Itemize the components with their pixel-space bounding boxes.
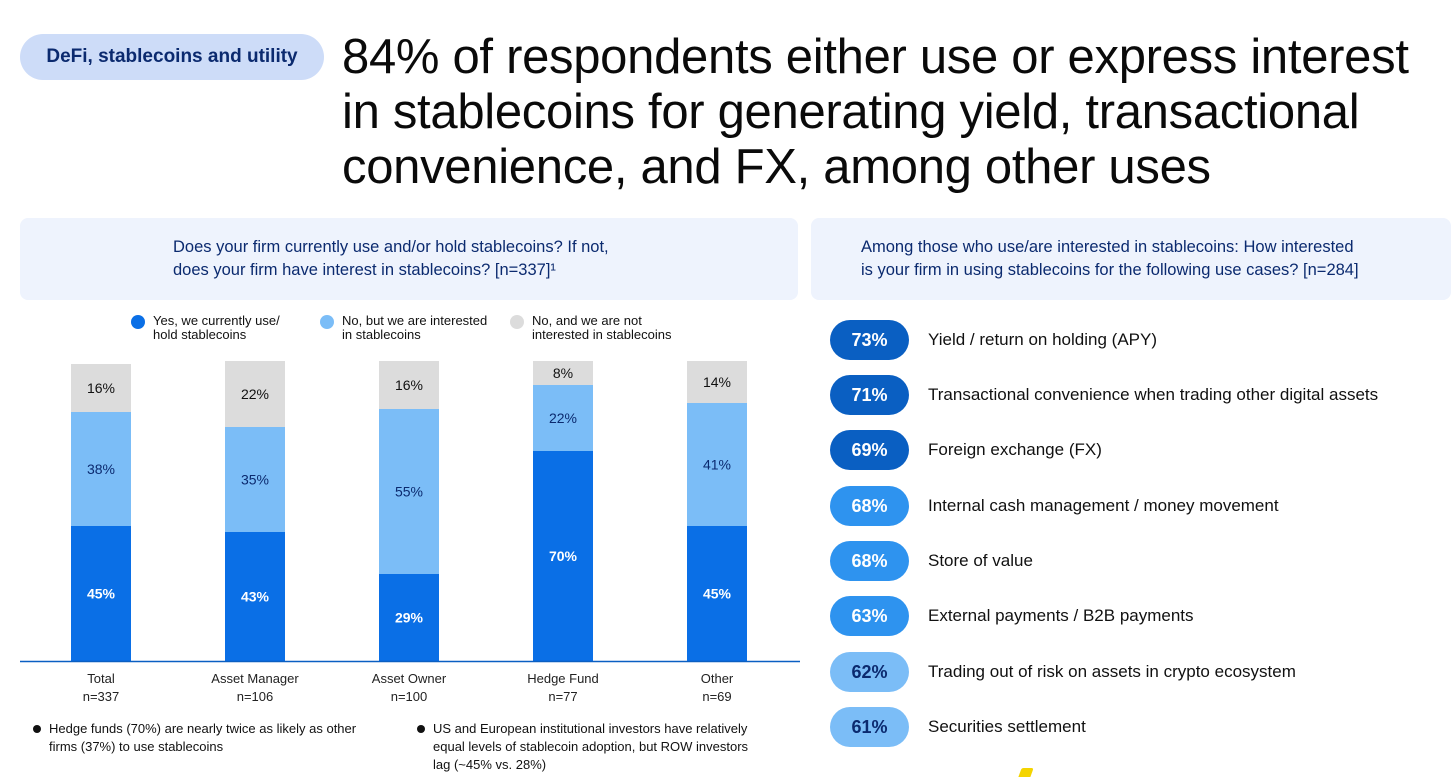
bullet-note: Hedge funds (70%) are nearly twice as li… — [33, 720, 356, 756]
use-case-label: Trading out of risk on assets in crypto … — [928, 662, 1296, 681]
bar-value-label: 43% — [241, 589, 270, 605]
legend-label: in stablecoins — [342, 327, 421, 342]
right-question-header: Among those who use/are interested in st… — [811, 218, 1451, 300]
bullet-text: Hedge funds (70%) are nearly twice as li… — [49, 721, 357, 736]
bar-segment — [225, 532, 285, 661]
bar-segment — [687, 403, 747, 526]
use-case-percent-pill: 71% — [830, 375, 909, 415]
use-case-label: External payments / B2B payments — [928, 606, 1194, 625]
use-case-percent-pill: 69% — [830, 430, 909, 470]
x-tick-label: Hedge Fund — [527, 671, 599, 686]
bar-value-label: 14% — [703, 374, 731, 390]
headline-line: convenience, and FX, among other uses — [342, 140, 1211, 194]
bar-segment — [225, 361, 285, 427]
section-tag: DeFi, stablecoins and utility — [20, 34, 324, 80]
use-case-label: Yield / return on holding (APY) — [928, 330, 1157, 349]
use-case-label: Securities settlement — [928, 717, 1086, 736]
bar-value-label: 45% — [87, 586, 116, 602]
use-case-row: 62% Trading out of risk on assets in cryp… — [830, 652, 1296, 692]
legend-swatch — [320, 315, 334, 329]
stacked-bar-chart: 45% 38% 16% Total n=337 43% 35% 22% Asset Manage… — [20, 361, 800, 704]
x-tick-n-label: n=337 — [83, 689, 120, 704]
legend-item-use: Yes, we currently use/ hold stablecoins — [131, 314, 280, 342]
headline-line: 84% of respondents either use or express… — [342, 30, 1409, 84]
bar-segment — [71, 364, 131, 412]
bar-value-label: 41% — [703, 457, 731, 473]
bar-value-label: 38% — [87, 461, 115, 477]
use-case-percent-pill: 61% — [830, 707, 909, 747]
legend-label: hold stablecoins — [153, 327, 247, 342]
use-case-row: 69% Foreign exchange (FX) — [830, 430, 1102, 470]
bullet-note: US and European institutional investors … — [417, 720, 748, 774]
bar-segment — [533, 451, 593, 661]
x-tick-label: Other — [701, 671, 734, 686]
bar-segment — [687, 361, 747, 403]
bar-value-label: 8% — [553, 365, 573, 381]
bullet-text: equal levels of stablecoin adoption, but… — [433, 739, 749, 754]
right-question-line: is your firm in using stablecoins for th… — [861, 261, 1359, 279]
use-case-percent-pill: 62% — [830, 652, 909, 692]
bar-segment — [687, 526, 747, 661]
bar-value-label: 16% — [87, 380, 115, 396]
legend-label: No, but we are interested — [342, 313, 488, 328]
use-case-row: 73% Yield / return on holding (APY) — [830, 320, 1157, 360]
x-tick-label: Asset Manager — [211, 671, 299, 686]
legend-item-interested: No, but we are interested in stablecoins — [320, 314, 487, 342]
use-case-percent-pill: 73% — [830, 320, 909, 360]
bar-segment — [225, 427, 285, 532]
bar-value-label: 45% — [703, 586, 732, 602]
bar-segment — [71, 412, 131, 526]
use-case-row: 63% External payments / B2B payments — [830, 596, 1194, 636]
use-case-label: Internal cash management / money movemen… — [928, 496, 1279, 515]
bar-segment — [533, 385, 593, 451]
bullet-dot — [417, 725, 425, 733]
x-tick-n-label: n=77 — [548, 689, 577, 704]
use-case-row: 61% Securities settlement — [830, 707, 1086, 747]
bar-value-label: 16% — [395, 377, 423, 393]
use-case-percent-pill: 68% — [830, 486, 909, 526]
use-case-row: 71% Transactional convenience when tradin… — [830, 375, 1378, 415]
use-case-label: Store of value — [928, 551, 1033, 570]
x-tick-n-label: n=106 — [237, 689, 274, 704]
legend-item-not-interested: No, and we are not interested in stablec… — [510, 314, 671, 342]
use-case-percent-pill: 68% — [830, 541, 909, 581]
bar-value-label: 22% — [549, 410, 577, 426]
bullet-dot — [33, 725, 41, 733]
legend-label: interested in stablecoins — [532, 327, 672, 342]
bar-value-label: 70% — [549, 548, 578, 564]
use-case-row: 68% Internal cash management / money move… — [830, 486, 1279, 526]
left-question-header: Does your firm currently use and/or hold… — [20, 218, 798, 300]
bullet-text: lag (~45% vs. 28%) — [433, 757, 547, 772]
bar-value-label: 22% — [241, 386, 269, 402]
legend-label: No, and we are not — [532, 313, 642, 328]
yellow-accent — [1018, 768, 1034, 777]
use-case-percent-pill: 63% — [830, 596, 909, 636]
legend-label: Yes, we currently use/ — [153, 313, 280, 328]
left-question-line: does your firm have interest in stableco… — [173, 261, 556, 279]
bullet-text: US and European institutional investors … — [433, 721, 748, 736]
bar-value-label: 35% — [241, 472, 269, 488]
headline-line: in stablecoins for generating yield, tra… — [342, 85, 1360, 139]
bar-segment — [379, 574, 439, 661]
bar-segment — [533, 361, 593, 385]
right-question-line: Among those who use/are interested in st… — [861, 238, 1354, 256]
page-headline: 84% of respondents either use or express… — [342, 30, 1450, 195]
x-tick-label: Total — [87, 671, 115, 686]
use-case-label: Transactional convenience when trading o… — [928, 385, 1379, 404]
use-case-row: 68% Store of value — [830, 541, 1033, 581]
legend-swatch — [131, 315, 145, 329]
bar-value-label: 29% — [395, 610, 424, 626]
use-case-label: Foreign exchange (FX) — [928, 440, 1102, 459]
x-tick-n-label: n=69 — [702, 689, 731, 704]
x-tick-n-label: n=100 — [391, 689, 428, 704]
bar-segment — [379, 361, 439, 409]
left-question-line: Does your firm currently use and/or hold… — [173, 238, 609, 256]
bullet-text: firms (37%) to use stablecoins — [49, 739, 224, 754]
bar-segment — [379, 409, 439, 574]
bar-value-label: 55% — [395, 484, 423, 500]
bar-segment — [71, 526, 131, 661]
x-tick-label: Asset Owner — [372, 671, 447, 686]
legend-swatch — [510, 315, 524, 329]
